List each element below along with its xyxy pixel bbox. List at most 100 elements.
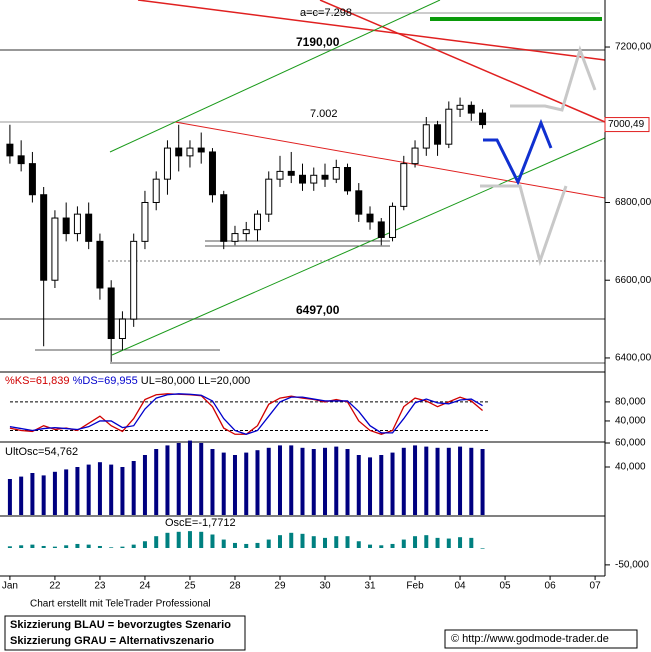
x-tick-label: Jan <box>2 581 18 592</box>
legend-entry: UltOsc=54,762 <box>5 446 78 458</box>
bar <box>131 544 136 548</box>
last-price-label: 7000,49 <box>608 119 645 130</box>
x-tick-label: 25 <box>184 581 196 592</box>
x-tick-label: 22 <box>49 581 61 592</box>
stoch-legend: %KS=61,839 %DS=69,955 UL=80,000 LL=20,00… <box>5 375 250 387</box>
credit: Chart erstellt mit TeleTrader Profession… <box>30 599 211 610</box>
y-tick-label: 6600,00 <box>615 275 651 286</box>
candle-body <box>287 170 295 176</box>
bar <box>277 535 282 548</box>
copyright: © http://www.godmode-trader.de <box>451 633 609 645</box>
y-tick-label: 80,000 <box>615 397 646 408</box>
y-tick-label: 7200,00 <box>615 42 651 53</box>
annotation: 7190,00 <box>296 35 340 49</box>
bar <box>435 447 440 515</box>
x-tick-label: 24 <box>139 581 151 592</box>
annotation: 7.002 <box>310 108 338 120</box>
legend-entry: %KS=61,839 <box>5 375 70 387</box>
x-tick-label: 28 <box>229 581 241 592</box>
candle-body <box>85 213 93 242</box>
candle-body <box>389 205 397 238</box>
candle-body <box>242 229 250 235</box>
drawings <box>0 0 606 364</box>
bar <box>97 545 102 548</box>
candle-body <box>197 147 205 153</box>
bar <box>244 452 249 515</box>
bar <box>300 533 305 548</box>
level-label: LL=20,000 <box>198 375 250 387</box>
y-tick-label: 60,000 <box>615 438 646 449</box>
candle-body <box>186 147 194 157</box>
candle-body <box>6 143 14 157</box>
bar <box>232 542 237 548</box>
bar <box>368 544 373 548</box>
legend-line: Skizzierung BLAU = bevorzugtes Szenario <box>10 619 231 631</box>
candle-body <box>377 221 385 238</box>
bar <box>75 467 80 515</box>
bar <box>19 476 24 515</box>
y-tick-label: -50,000 <box>615 560 649 571</box>
bar <box>390 452 395 515</box>
bar <box>390 543 395 548</box>
bar <box>424 446 429 515</box>
bar <box>356 455 361 515</box>
candle-body <box>107 287 115 340</box>
bar <box>413 536 418 548</box>
bar <box>142 541 147 548</box>
candle-body <box>411 147 419 165</box>
annotation: a=c=7.298 <box>300 7 352 19</box>
bar <box>7 479 12 515</box>
bar <box>244 543 249 548</box>
bar <box>30 473 35 515</box>
bar <box>480 548 485 549</box>
bar <box>97 462 102 515</box>
bar <box>210 449 215 515</box>
x-tick-label: 04 <box>454 581 466 592</box>
x-tick-label: Feb <box>406 581 424 592</box>
bar <box>266 539 271 548</box>
bar <box>311 449 316 515</box>
candle-body <box>400 163 408 207</box>
x-tick-label: 06 <box>545 581 557 592</box>
bar <box>221 452 226 515</box>
candle-body <box>220 194 228 242</box>
bar <box>368 457 373 515</box>
bar <box>435 537 440 548</box>
legend-box <box>4 615 246 651</box>
candle-body <box>310 174 318 184</box>
bar <box>199 531 204 548</box>
bar <box>120 546 125 548</box>
bar <box>19 545 24 548</box>
bar <box>30 544 35 548</box>
candle-body <box>175 147 183 157</box>
bar <box>334 536 339 548</box>
legend-entry: OscE=-1,7712 <box>165 517 236 529</box>
bar <box>289 445 294 515</box>
legend-entry: %DS=69,955 <box>73 375 138 387</box>
candle-body <box>51 217 59 281</box>
bar <box>289 532 294 548</box>
bar <box>480 449 485 515</box>
bar <box>334 446 339 515</box>
candle-body <box>265 178 273 215</box>
legend-line: Skizzierung GRAU = Alternativszenario <box>10 635 214 647</box>
bar <box>345 449 350 515</box>
candle-body <box>163 147 171 180</box>
bar <box>7 546 12 548</box>
bar <box>401 447 406 515</box>
y-tick-label: 40,000 <box>615 462 646 473</box>
x-tick-label: 05 <box>500 581 512 592</box>
bar <box>311 536 316 548</box>
candle-body <box>17 155 25 165</box>
bar <box>86 544 91 548</box>
candle-body <box>456 104 464 110</box>
bar <box>142 455 147 515</box>
candle-body <box>62 217 70 235</box>
candle-body <box>434 124 442 145</box>
bar <box>266 447 271 515</box>
bar <box>469 537 474 548</box>
annotation: 6497,00 <box>296 303 340 317</box>
bar <box>413 445 418 515</box>
candle-body <box>445 108 453 145</box>
bar <box>120 467 125 515</box>
